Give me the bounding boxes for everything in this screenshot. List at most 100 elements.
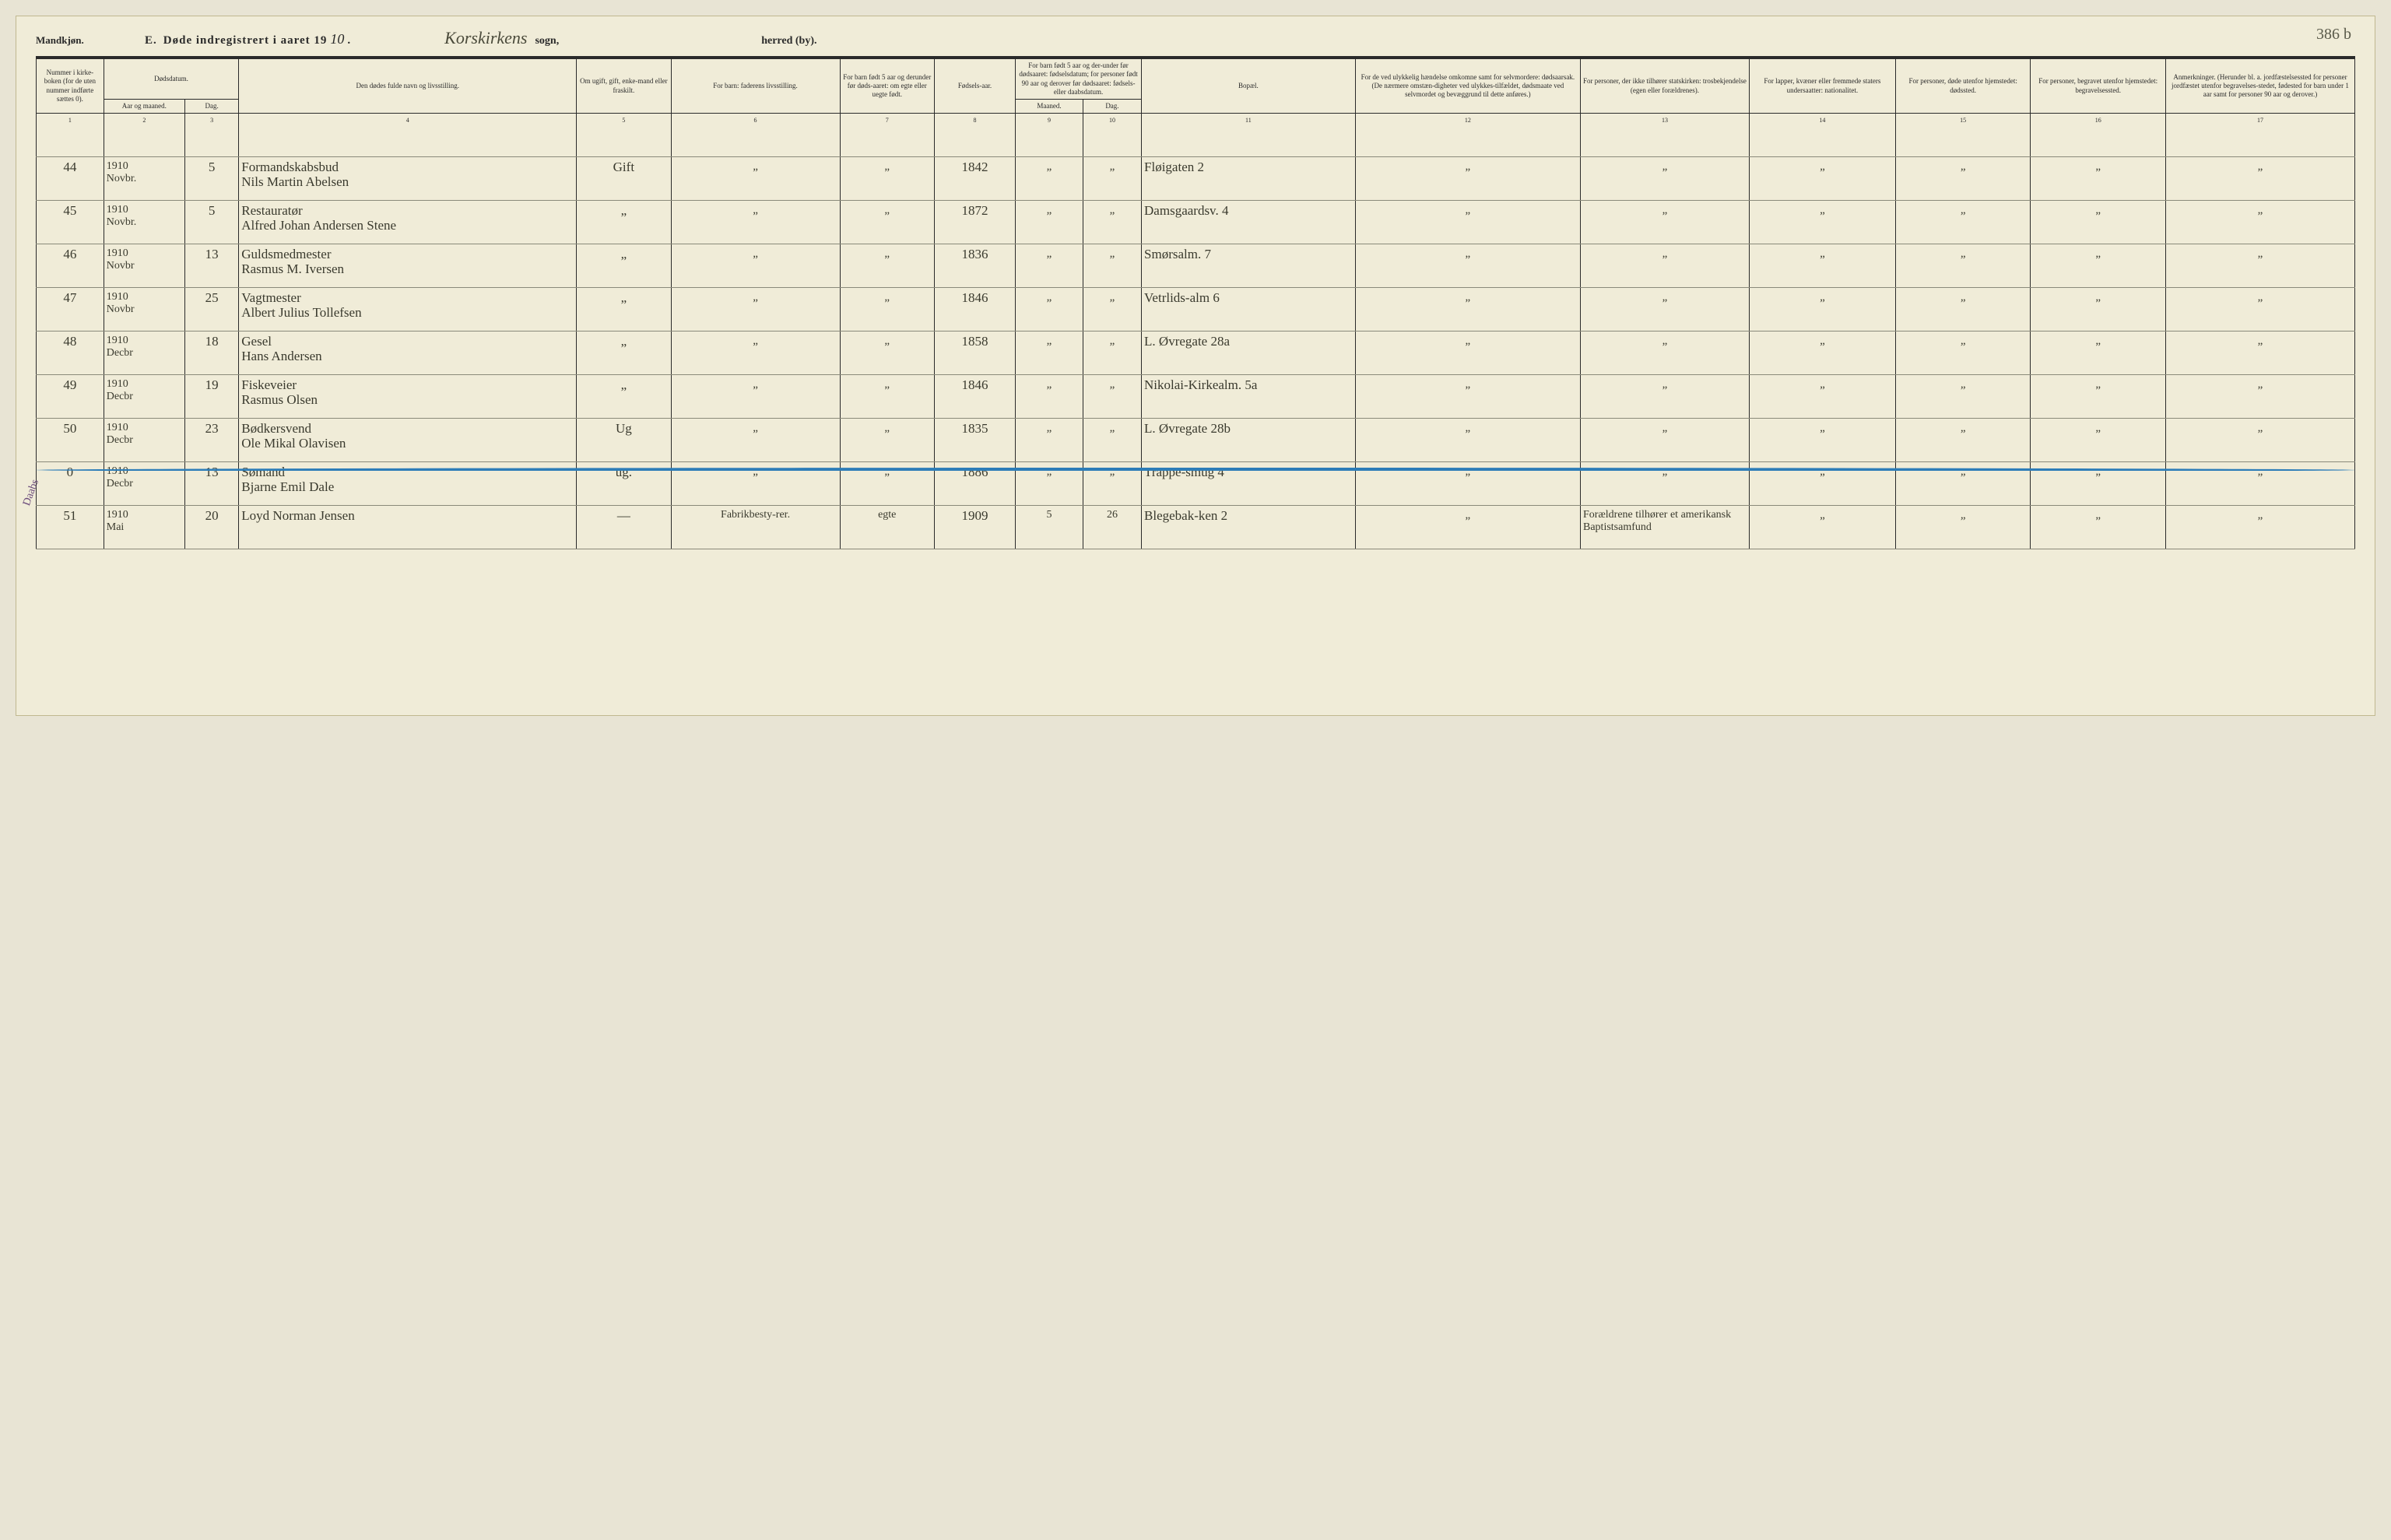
cell-number: 0 bbox=[37, 462, 104, 506]
cell-birth-year: 1836 bbox=[934, 244, 1015, 288]
cell-father-occupation: „ bbox=[671, 288, 840, 332]
column-number: 16 bbox=[2031, 114, 2166, 157]
column-number-row: 1234567891011121314151617 bbox=[37, 114, 2355, 157]
cell-name-occupation: SømandBjarne Emil Dale bbox=[239, 462, 577, 506]
cell-father-occupation: „ bbox=[671, 244, 840, 288]
cell-year-month: 1910Decbr bbox=[104, 332, 184, 375]
col-header-15: For personer, døde utenfor hjemstedet: d… bbox=[1895, 59, 2031, 114]
cell-birth-year: 1872 bbox=[934, 201, 1015, 244]
cell-legitimacy: „ bbox=[840, 157, 934, 201]
table-row: 01910Decbr13SømandBjarne Emil Daleug.„„1… bbox=[37, 462, 2355, 506]
cell-burial-place: „ bbox=[2031, 288, 2166, 332]
cell-nationality: „ bbox=[1749, 506, 1895, 549]
section-letter: E. bbox=[145, 34, 157, 47]
cell-confession: „ bbox=[1581, 157, 1750, 201]
cell-residence: Nikolai-Kirkealm. 5a bbox=[1142, 375, 1356, 419]
cell-birth-year: 1858 bbox=[934, 332, 1015, 375]
table-row: 511910Mai20Loyd Norman Jensen—Fabrikbest… bbox=[37, 506, 2355, 549]
cell-legitimacy: „ bbox=[840, 375, 934, 419]
col-header-17: Anmerkninger. (Herunder bl. a. jordfæste… bbox=[2165, 59, 2354, 114]
cell-number: 45 bbox=[37, 201, 104, 244]
cell-nationality: „ bbox=[1749, 201, 1895, 244]
cell-father-occupation: „ bbox=[671, 419, 840, 462]
cell-death-place: „ bbox=[1895, 201, 2031, 244]
cell-year-month: 1910Decbr bbox=[104, 419, 184, 462]
cell-day: 20 bbox=[184, 506, 238, 549]
cell-birth-day: „ bbox=[1083, 332, 1141, 375]
col-header-7: For barn født 5 aar og derunder før døds… bbox=[840, 59, 934, 114]
cell-cause: „ bbox=[1355, 201, 1580, 244]
cell-birth-year: 1842 bbox=[934, 157, 1015, 201]
cell-burial-place: „ bbox=[2031, 332, 2166, 375]
cell-civil-status: — bbox=[577, 506, 671, 549]
cell-remarks: „ bbox=[2165, 506, 2354, 549]
cell-name-occupation: BødkersvendOle Mikal Olavisen bbox=[239, 419, 577, 462]
cell-civil-status: „ bbox=[577, 244, 671, 288]
cell-number: 51 bbox=[37, 506, 104, 549]
table-row: 491910Decbr19FiskeveierRasmus Olsen„„„18… bbox=[37, 375, 2355, 419]
cell-birth-day: „ bbox=[1083, 201, 1141, 244]
cell-legitimacy: egte bbox=[840, 506, 934, 549]
cell-residence: Trappe-smug 4 bbox=[1142, 462, 1356, 506]
cell-civil-status: „ bbox=[577, 332, 671, 375]
table-row: 461910Novbr13GuldsmedmesterRasmus M. Ive… bbox=[37, 244, 2355, 288]
cell-year-month: 1910Decbr bbox=[104, 462, 184, 506]
column-number: 9 bbox=[1016, 114, 1083, 157]
cell-confession: „ bbox=[1581, 332, 1750, 375]
cell-remarks: „ bbox=[2165, 462, 2354, 506]
cell-birth-month: 5 bbox=[1016, 506, 1083, 549]
cell-burial-place: „ bbox=[2031, 375, 2166, 419]
cell-burial-place: „ bbox=[2031, 506, 2166, 549]
cell-cause: „ bbox=[1355, 375, 1580, 419]
cell-cause: „ bbox=[1355, 506, 1580, 549]
cell-civil-status: Ug bbox=[577, 419, 671, 462]
cell-cause: „ bbox=[1355, 288, 1580, 332]
cell-name-occupation: GeselHans Andersen bbox=[239, 332, 577, 375]
column-number: 17 bbox=[2165, 114, 2354, 157]
cell-birth-year: 1846 bbox=[934, 288, 1015, 332]
cell-death-place: „ bbox=[1895, 288, 2031, 332]
cell-birth-month: „ bbox=[1016, 288, 1083, 332]
col-header-11: Bopæl. bbox=[1142, 59, 1356, 114]
col-header-1: Nummer i kirke-boken (for de uten nummer… bbox=[37, 59, 104, 114]
death-register-table: Nummer i kirke-boken (for de uten nummer… bbox=[36, 58, 2355, 549]
cell-residence: L. Øvregate 28a bbox=[1142, 332, 1356, 375]
column-number: 7 bbox=[840, 114, 934, 157]
cell-confession: „ bbox=[1581, 244, 1750, 288]
cell-number: 48 bbox=[37, 332, 104, 375]
cell-burial-place: „ bbox=[2031, 419, 2166, 462]
table-row: 501910Decbr23BødkersvendOle Mikal Olavis… bbox=[37, 419, 2355, 462]
col-header-10: Dag. bbox=[1083, 100, 1141, 114]
cell-birth-month: „ bbox=[1016, 157, 1083, 201]
cell-nationality: „ bbox=[1749, 332, 1895, 375]
cell-number: 46 bbox=[37, 244, 104, 288]
cell-death-place: „ bbox=[1895, 332, 2031, 375]
col-header-6: For barn: faderens livsstilling. bbox=[671, 59, 840, 114]
cell-confession: „ bbox=[1581, 419, 1750, 462]
cell-birth-day: „ bbox=[1083, 419, 1141, 462]
cell-year-month: 1910Decbr bbox=[104, 375, 184, 419]
cell-civil-status: „ bbox=[577, 288, 671, 332]
sogn-label: sogn, bbox=[535, 35, 559, 47]
cell-legitimacy: „ bbox=[840, 332, 934, 375]
cell-legitimacy: „ bbox=[840, 288, 934, 332]
column-number: 2 bbox=[104, 114, 184, 157]
cell-birth-day: „ bbox=[1083, 288, 1141, 332]
cell-remarks: „ bbox=[2165, 375, 2354, 419]
cell-day: 5 bbox=[184, 201, 238, 244]
column-number: 15 bbox=[1895, 114, 2031, 157]
cell-year-month: 1910Mai bbox=[104, 506, 184, 549]
cell-death-place: „ bbox=[1895, 506, 2031, 549]
cell-year-month: 1910Novbr bbox=[104, 244, 184, 288]
column-number: 13 bbox=[1581, 114, 1750, 157]
cell-residence: L. Øvregate 28b bbox=[1142, 419, 1356, 462]
col-header-9: Maaned. bbox=[1016, 100, 1083, 114]
column-number: 12 bbox=[1355, 114, 1580, 157]
cell-civil-status: „ bbox=[577, 375, 671, 419]
col-header-9-10-top: For barn født 5 aar og der-under før død… bbox=[1016, 59, 1142, 100]
col-header-12: For de ved ulykkelig hændelse omkomne sa… bbox=[1355, 59, 1580, 114]
cell-legitimacy: „ bbox=[840, 462, 934, 506]
cell-day: 23 bbox=[184, 419, 238, 462]
cell-death-place: „ bbox=[1895, 419, 2031, 462]
cell-number: 50 bbox=[37, 419, 104, 462]
